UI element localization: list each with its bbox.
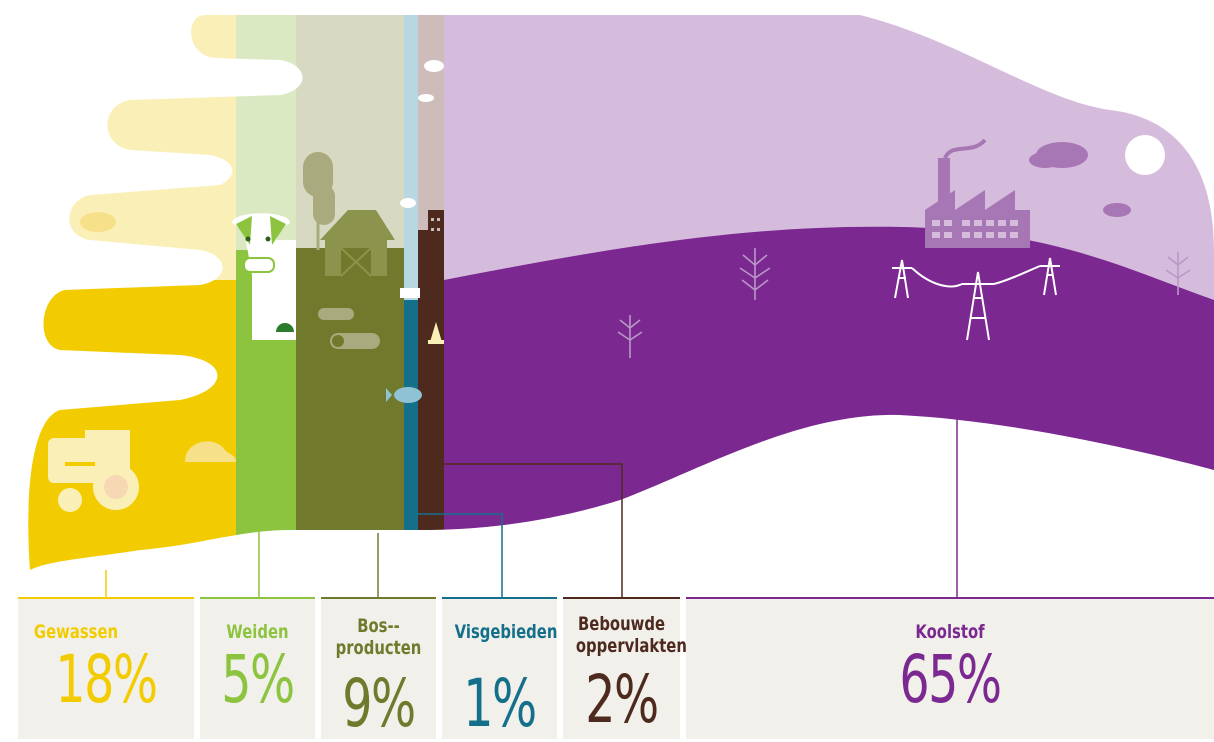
- category-percent: 5%: [221, 641, 295, 718]
- category-label: Koolstof: [915, 621, 985, 643]
- barn-icon: [320, 210, 395, 277]
- cow-icon: [232, 213, 296, 340]
- card-bebouwde-oppervlakten: Bebouwde oppervlakten 2%: [563, 597, 687, 739]
- sun-icon: [1125, 135, 1165, 175]
- card-koolstof: Koolstof 65%: [686, 597, 1214, 739]
- log-icon: [318, 308, 380, 349]
- factory-icon: [925, 138, 1030, 248]
- category-label: Bebouwde oppervlakten: [575, 613, 687, 657]
- category-percent: 2%: [585, 661, 659, 738]
- category-label: Visgebieden: [454, 621, 558, 643]
- category-label: Gewassen: [33, 621, 119, 643]
- fish-icon: [386, 387, 422, 403]
- category-percent: 65%: [899, 641, 1002, 718]
- footprint-illustration: [28, 15, 1214, 597]
- tractor-icon: [48, 430, 139, 512]
- pylon-icon: [892, 257, 1060, 341]
- city-icon: [420, 210, 444, 344]
- card-bosproducten: Bos-- producten 9%: [321, 597, 436, 739]
- card-weiden: Weiden 5%: [200, 597, 315, 739]
- cloud-icon: [400, 60, 1131, 217]
- category-label: Bos-- producten: [335, 615, 422, 659]
- card-gewassen: Gewassen 18%: [18, 597, 194, 739]
- category-percent: 18%: [55, 641, 158, 718]
- tree-icon: [303, 152, 335, 250]
- category-percent: 1%: [463, 665, 537, 742]
- category-percent: 9%: [342, 665, 416, 742]
- card-visgebieden: Visgebieden 1%: [442, 597, 557, 739]
- category-label: Weiden: [226, 621, 289, 643]
